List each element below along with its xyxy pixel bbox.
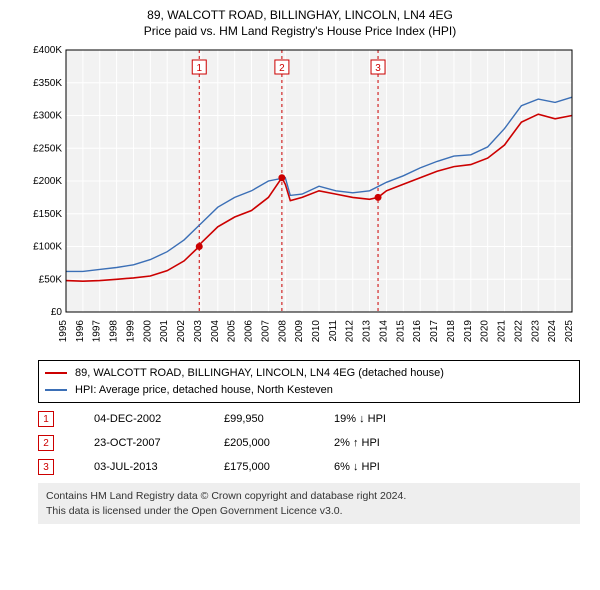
marker-date: 04-DEC-2002 xyxy=(94,413,184,425)
svg-text:2019: 2019 xyxy=(463,320,474,343)
svg-text:1998: 1998 xyxy=(109,320,120,343)
svg-text:2011: 2011 xyxy=(328,320,339,342)
marker-price: £205,000 xyxy=(224,437,294,449)
marker-number-box: 3 xyxy=(38,459,54,475)
svg-text:2006: 2006 xyxy=(244,320,255,343)
svg-text:2023: 2023 xyxy=(530,320,541,343)
svg-text:2013: 2013 xyxy=(362,320,373,343)
chart-container: 89, WALCOTT ROAD, BILLINGHAY, LINCOLN, L… xyxy=(0,0,600,524)
svg-text:£100K: £100K xyxy=(33,242,62,253)
svg-text:£300K: £300K xyxy=(33,111,62,122)
marker-row: 2 23-OCT-2007 £205,000 2% ↑ HPI xyxy=(38,435,580,451)
svg-text:2021: 2021 xyxy=(497,320,508,343)
legend-swatch xyxy=(45,372,67,374)
marker-number-box: 1 xyxy=(38,411,54,427)
svg-text:2016: 2016 xyxy=(412,320,423,343)
marker-table: 1 04-DEC-2002 £99,950 19% ↓ HPI 2 23-OCT-2007… xyxy=(38,411,580,475)
svg-text:£200K: £200K xyxy=(33,176,62,187)
svg-text:2025: 2025 xyxy=(564,320,575,343)
legend: 89, WALCOTT ROAD, BILLINGHAY, LINCOLN, L… xyxy=(38,360,580,403)
svg-text:£50K: £50K xyxy=(39,274,63,285)
footer-line-1: Contains HM Land Registry data © Crown c… xyxy=(46,489,572,504)
svg-text:2004: 2004 xyxy=(210,320,221,343)
svg-text:2009: 2009 xyxy=(294,320,305,343)
svg-text:1995: 1995 xyxy=(58,320,69,343)
attribution-footer: Contains HM Land Registry data © Crown c… xyxy=(38,483,580,524)
svg-text:£400K: £400K xyxy=(33,45,62,56)
svg-text:2022: 2022 xyxy=(513,320,524,343)
marker-date: 23-OCT-2007 xyxy=(94,437,184,449)
legend-label: HPI: Average price, detached house, Nort… xyxy=(75,382,333,399)
legend-swatch xyxy=(45,389,67,391)
marker-diff: 19% ↓ HPI xyxy=(334,413,414,425)
chart-svg: £0 £50K £100K £150K £200K £250K £300K £350K £400… xyxy=(20,44,580,354)
svg-text:£250K: £250K xyxy=(33,143,62,154)
marker-date: 03-JUL-2013 xyxy=(94,461,184,473)
marker-price: £175,000 xyxy=(224,461,294,473)
svg-text:2018: 2018 xyxy=(446,320,457,343)
marker-number-box: 2 xyxy=(38,435,54,451)
legend-label: 89, WALCOTT ROAD, BILLINGHAY, LINCOLN, L… xyxy=(75,365,444,382)
svg-text:2017: 2017 xyxy=(429,320,440,343)
svg-text:1999: 1999 xyxy=(125,320,136,343)
chart: £0 £50K £100K £150K £200K £250K £300K £350K £400… xyxy=(20,44,580,354)
footer-line-2: This data is licensed under the Open Gov… xyxy=(46,504,572,519)
svg-text:1996: 1996 xyxy=(75,320,86,343)
svg-text:2008: 2008 xyxy=(277,320,288,343)
svg-text:2: 2 xyxy=(279,63,285,74)
svg-text:2001: 2001 xyxy=(159,320,170,343)
chart-subtitle: Price paid vs. HM Land Registry's House … xyxy=(0,24,600,38)
svg-text:2015: 2015 xyxy=(395,320,406,343)
marker-price: £99,950 xyxy=(224,413,294,425)
marker-row: 1 04-DEC-2002 £99,950 19% ↓ HPI xyxy=(38,411,580,427)
marker-row: 3 03-JUL-2013 £175,000 6% ↓ HPI xyxy=(38,459,580,475)
legend-row: 89, WALCOTT ROAD, BILLINGHAY, LINCOLN, L… xyxy=(45,365,573,382)
svg-text:£0: £0 xyxy=(51,307,63,318)
svg-text:2000: 2000 xyxy=(142,320,153,343)
svg-text:2010: 2010 xyxy=(311,320,322,343)
svg-text:3: 3 xyxy=(375,63,381,74)
chart-title: 89, WALCOTT ROAD, BILLINGHAY, LINCOLN, L… xyxy=(0,8,600,22)
svg-text:1: 1 xyxy=(196,63,202,74)
svg-text:2003: 2003 xyxy=(193,320,204,343)
svg-text:2014: 2014 xyxy=(378,320,389,343)
svg-text:2024: 2024 xyxy=(547,320,558,343)
title-block: 89, WALCOTT ROAD, BILLINGHAY, LINCOLN, L… xyxy=(0,0,600,38)
marker-diff: 2% ↑ HPI xyxy=(334,437,414,449)
svg-text:2007: 2007 xyxy=(260,320,271,343)
svg-text:£350K: £350K xyxy=(33,78,62,89)
svg-text:£150K: £150K xyxy=(33,209,62,220)
svg-text:2012: 2012 xyxy=(345,320,356,343)
svg-text:1997: 1997 xyxy=(92,320,103,343)
svg-text:2005: 2005 xyxy=(227,320,238,343)
marker-diff: 6% ↓ HPI xyxy=(334,461,414,473)
svg-text:2020: 2020 xyxy=(480,320,491,343)
legend-row: HPI: Average price, detached house, Nort… xyxy=(45,382,573,399)
svg-text:2002: 2002 xyxy=(176,320,187,343)
